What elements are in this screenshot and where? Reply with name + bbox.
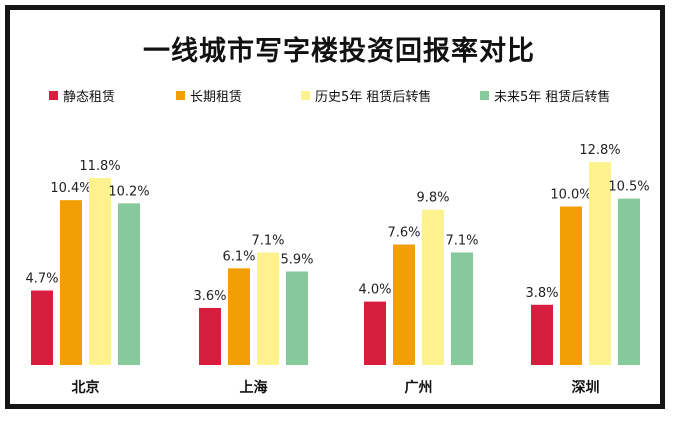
legend-label-future: 未来5年 租赁后转售 — [494, 90, 611, 105]
legend-label-history: 历史5年 租赁后转售 — [315, 90, 432, 105]
bar-guangzhou-static — [364, 301, 386, 365]
data-label-shenzhen-history: 12.8% — [579, 143, 620, 158]
bar-beijing-future — [118, 203, 140, 365]
legend-item-history: 历史5年 租赁后转售 — [301, 86, 431, 105]
bar-guangzhou-history — [422, 209, 444, 365]
bar-shanghai-longterm — [228, 268, 250, 365]
bar-beijing-static — [31, 290, 53, 365]
bar-guangzhou-longterm — [393, 244, 415, 365]
data-label-beijing-history: 11.8% — [79, 159, 120, 174]
data-label-shanghai-static: 3.6% — [193, 289, 226, 304]
bar-beijing-longterm — [60, 200, 82, 365]
legend-swatch-future — [480, 91, 489, 100]
data-label-beijing-future: 10.2% — [108, 184, 149, 199]
chart-frame — [5, 5, 665, 409]
data-label-shenzhen-longterm: 10.0% — [550, 188, 591, 203]
bar-beijing-history — [89, 177, 111, 365]
data-label-guangzhou-history: 9.8% — [416, 191, 449, 206]
bar-shanghai-history — [257, 252, 279, 365]
legend-swatch-longterm — [176, 91, 185, 100]
category-label-shenzhen: 深圳 — [572, 379, 600, 396]
legend-label-longterm: 长期租赁 — [190, 90, 243, 105]
bar-shenzhen-future — [618, 198, 640, 365]
data-label-guangzhou-longterm: 7.6% — [387, 226, 420, 241]
bar-shenzhen-history — [589, 162, 611, 365]
data-label-beijing-static: 4.7% — [25, 272, 58, 287]
bar-shanghai-future — [286, 271, 308, 365]
chart-title: 一线城市写字楼投资回报率对比 — [143, 36, 535, 67]
data-label-shenzhen-future: 10.5% — [608, 180, 649, 195]
chart-legend: 静态租赁 长期租赁 历史5年 租赁后转售 未来5年 租赁后转售 — [0, 86, 678, 106]
bar-shenzhen-longterm — [560, 206, 582, 365]
bar-guangzhou-future — [451, 252, 473, 365]
legend-label-static: 静态租赁 — [63, 90, 116, 105]
data-label-guangzhou-static: 4.0% — [358, 283, 391, 298]
bar-shanghai-static — [199, 307, 221, 365]
data-label-shanghai-longterm: 6.1% — [222, 249, 255, 264]
data-label-shanghai-history: 7.1% — [251, 233, 284, 248]
legend-item-longterm: 长期租赁 — [176, 86, 242, 105]
category-label-guangzhou: 广州 — [405, 379, 433, 396]
category-label-shanghai: 上海 — [240, 379, 268, 396]
legend-item-static: 静态租赁 — [49, 86, 115, 105]
legend-item-future: 未来5年 租赁后转售 — [480, 86, 610, 105]
data-label-guangzhou-future: 7.1% — [445, 233, 478, 248]
legend-swatch-static — [49, 91, 58, 100]
legend-swatch-history — [301, 91, 310, 100]
bar-shenzhen-static — [531, 304, 553, 365]
data-label-shanghai-future: 5.9% — [280, 252, 313, 267]
category-label-beijing: 北京 — [72, 379, 100, 396]
data-label-shenzhen-static: 3.8% — [525, 286, 558, 301]
data-label-beijing-longterm: 10.4% — [50, 181, 91, 196]
